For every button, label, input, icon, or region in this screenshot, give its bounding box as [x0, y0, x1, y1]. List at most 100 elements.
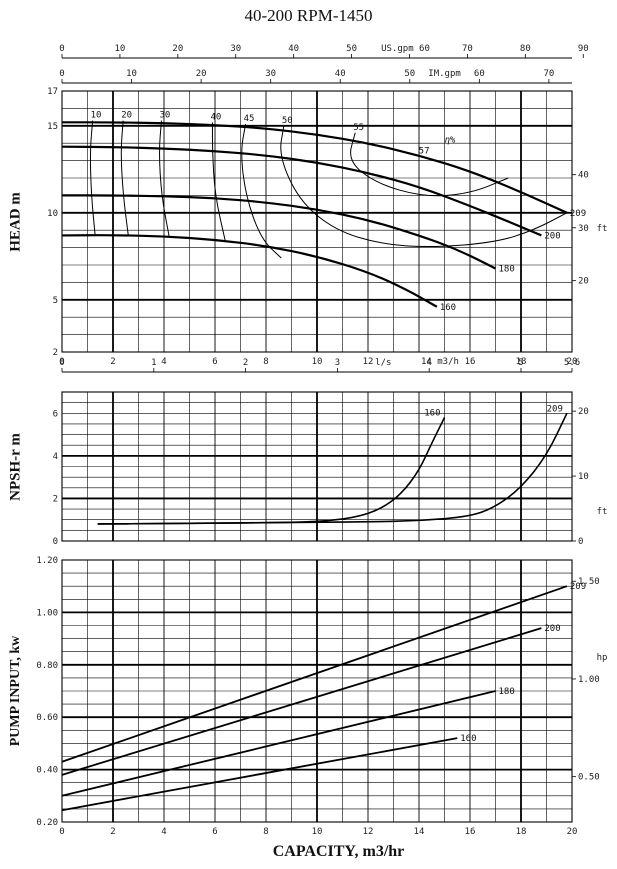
power-curve-180	[61, 690, 496, 797]
x-unit-label: 14 m3/h	[421, 357, 459, 367]
efficiency-label-55: 55	[353, 123, 364, 133]
im-gpm-tick-label: 30	[265, 69, 276, 79]
x-tick-label: 16	[465, 827, 476, 837]
x-tick-label: 8	[263, 357, 268, 367]
efficiency-label-10: 10	[91, 111, 102, 121]
head-curve-200	[61, 145, 542, 237]
us-gpm-tick-label: 20	[172, 44, 183, 54]
ls-tick-label: 4	[426, 358, 431, 368]
power-curve-160	[61, 737, 458, 812]
ls-tick-label: 5	[518, 358, 523, 368]
x-tick-label: 4	[161, 357, 166, 367]
x-tick-label: 18	[516, 827, 527, 837]
right-tick-label: 0	[578, 537, 583, 547]
y-tick-label: 0	[53, 537, 58, 547]
head-curve-label-200: 200	[544, 231, 560, 241]
x-tick-label: 0	[59, 827, 64, 837]
im-gpm-tick-label: 10	[126, 69, 137, 79]
power-curve-label-200: 200	[544, 624, 560, 634]
y-tick-label: 2	[53, 348, 58, 358]
us-gpm-axis-label: US.gpm 60	[381, 44, 430, 54]
efficiency-curve-50	[280, 125, 568, 248]
efficiency-label-50: 50	[282, 116, 293, 126]
us-gpm-tick-label: 80	[520, 44, 531, 54]
npsh-curve-label-160: 160	[424, 409, 440, 419]
y-tick-label: 10	[47, 209, 58, 219]
ls-tick-label: 1	[151, 358, 156, 368]
chart-title: 40-200 RPM-1450	[244, 6, 373, 25]
power-curve-209	[61, 585, 568, 763]
im-gpm-tick-label: 70	[543, 69, 554, 79]
im-gpm-tick-label: 40	[335, 69, 346, 79]
y-tick-label: 1.20	[36, 556, 58, 566]
grid-npsh	[61, 391, 573, 542]
power-curve-200	[61, 627, 542, 776]
ls-tick-label: 2	[243, 358, 248, 368]
efficiency-curve-10	[89, 120, 96, 236]
x-tick-label: 14	[414, 827, 425, 837]
head-curve-180	[62, 194, 496, 270]
y-tick-label: 4	[53, 452, 58, 462]
efficiency-curve-55	[350, 132, 509, 197]
x-tick-label: 0	[59, 357, 64, 367]
y-tick-label: 17	[47, 87, 58, 97]
efficiency-curve-45	[241, 123, 282, 259]
head-curve-label-209: 209	[570, 209, 586, 219]
x-tick-label: 12	[363, 827, 374, 837]
x-tick-label: 2	[110, 827, 115, 837]
x-tick-label: 8	[263, 827, 268, 837]
power-curve-label-180: 180	[499, 687, 515, 697]
us-gpm-tick-label: 70	[462, 44, 473, 54]
y-tick-label: 0.20	[36, 818, 58, 828]
y-tick-label: 2	[53, 494, 58, 504]
efficiency-curve-20	[120, 120, 129, 236]
efficiency-curve-40	[211, 122, 226, 241]
efficiency-unit-label: η%	[445, 135, 456, 145]
head-curve-label-160: 160	[440, 303, 456, 313]
im-gpm-axis-label: IM.gpm	[428, 69, 461, 79]
y-tick-label: 0.80	[36, 661, 58, 671]
us-gpm-tick-label: 0	[59, 44, 64, 54]
power-curve-label-209: 209	[570, 582, 586, 592]
efficiency-label-45: 45	[244, 114, 255, 124]
y-tick-label: 5	[53, 296, 58, 306]
right-tick-label: 30	[578, 224, 589, 234]
us-gpm-tick-label: 50	[346, 44, 357, 54]
right-tick-label: 20	[578, 407, 589, 417]
x-tick-label: 20	[567, 827, 578, 837]
right-tick-label: 1.50	[578, 577, 600, 587]
im-gpm-tick-label: 50	[404, 69, 415, 79]
head-curve-160	[61, 234, 438, 308]
x-tick-label: 10	[312, 357, 323, 367]
y-tick-label: 15	[47, 122, 58, 132]
x-tick-label: 16	[465, 357, 476, 367]
efficiency-peak-label: 57	[419, 147, 430, 157]
efficiency-label-40: 40	[210, 112, 221, 122]
im-gpm-tick-label: 60	[474, 69, 485, 79]
right-tick-label: 10	[578, 472, 589, 482]
x-tick-label: 10	[312, 827, 323, 837]
right-tick-label: 0.50	[578, 773, 600, 783]
y-tick-label: 0.40	[36, 766, 58, 776]
ls-tick-label: 5.6	[564, 358, 580, 368]
y-tick-label: 1.00	[36, 608, 58, 618]
ls-tick-label: 0	[59, 358, 64, 368]
x-tick-label: 4	[161, 827, 166, 837]
efficiency-label-30: 30	[159, 111, 170, 121]
right-tick-label: 20	[578, 277, 589, 287]
head-curve-label-180: 180	[499, 264, 515, 274]
y-tick-label: 6	[53, 409, 58, 419]
ls-axis-label: l/s	[375, 358, 391, 368]
us-gpm-tick-label: 30	[230, 44, 241, 54]
x-tick-label: 6	[212, 827, 217, 837]
plot-frame	[61, 391, 573, 542]
plot-frame	[61, 90, 573, 353]
im-gpm-tick-label: 0	[59, 69, 64, 79]
npsh-curve-label-209: 209	[547, 404, 563, 414]
x-tick-label: 20	[567, 357, 578, 367]
us-gpm-tick-label: 10	[114, 44, 125, 54]
npsh-curve-209	[97, 412, 568, 525]
right-axis-unit: ft	[597, 224, 608, 234]
plot-frame	[61, 559, 573, 823]
